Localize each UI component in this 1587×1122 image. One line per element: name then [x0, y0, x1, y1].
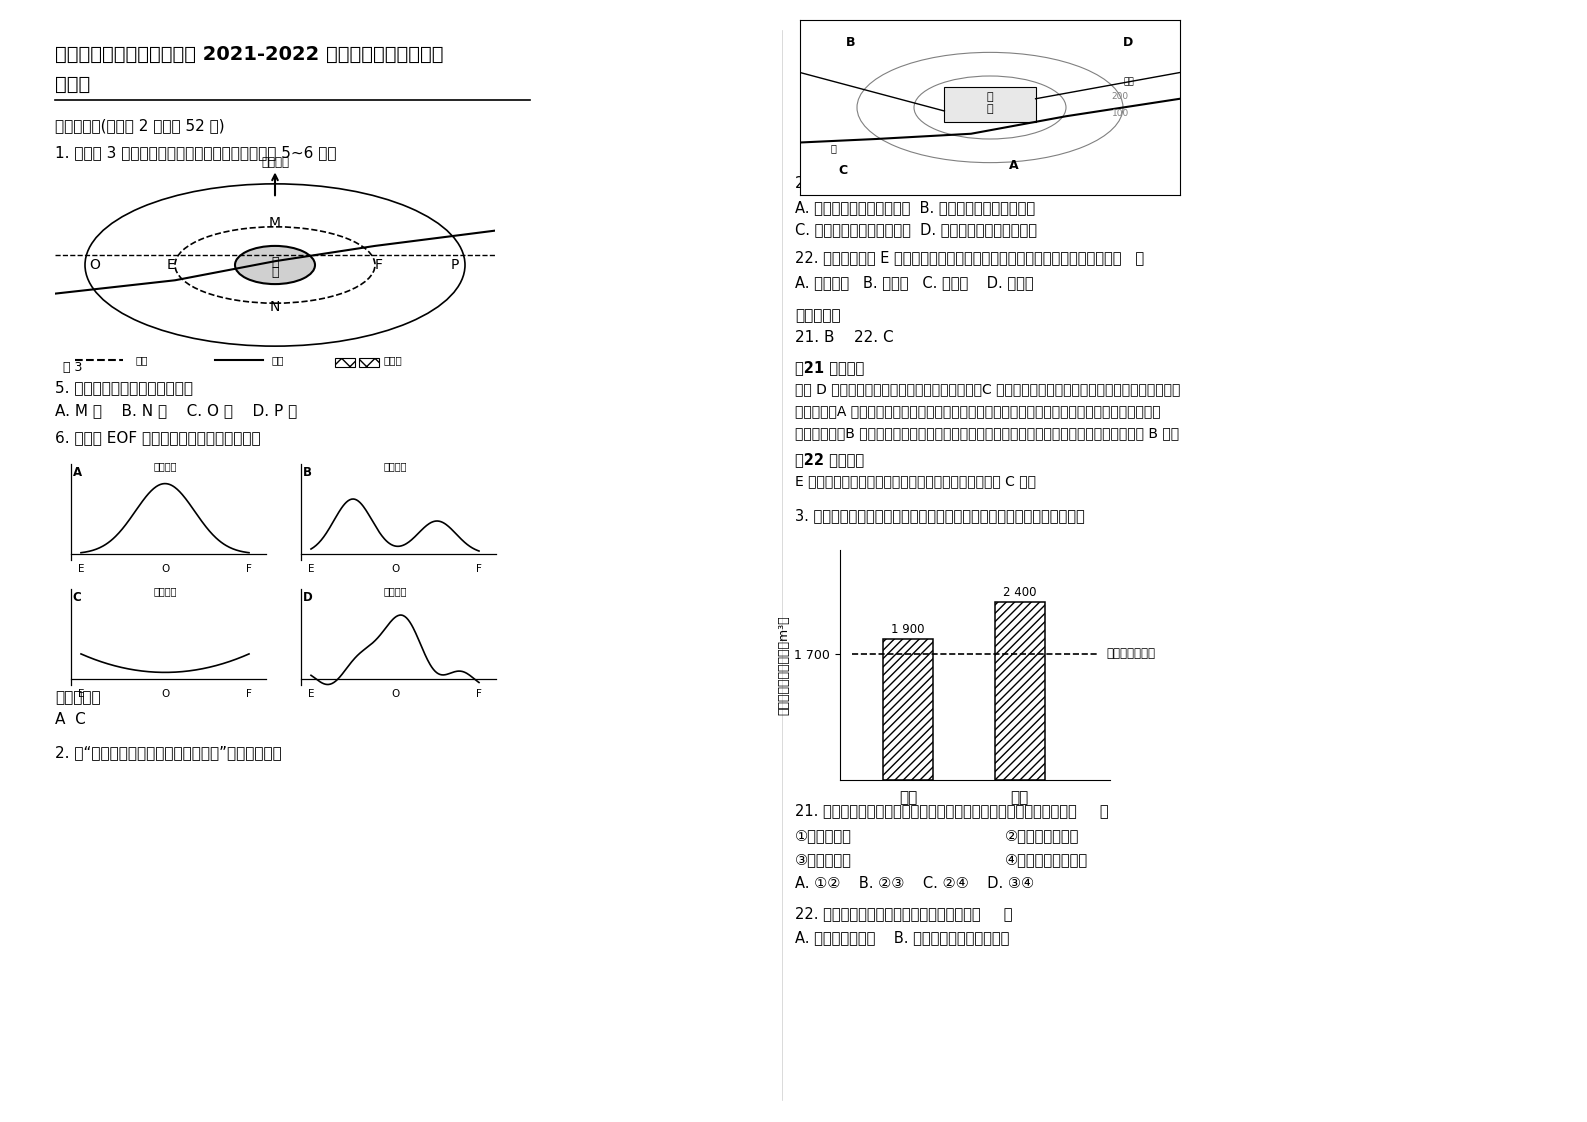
- Text: F: F: [375, 258, 382, 272]
- Text: 市: 市: [271, 266, 279, 279]
- Text: 2 400: 2 400: [1003, 586, 1036, 599]
- Text: M: M: [270, 217, 281, 230]
- Text: 3. 水资源短缺已成为浙江省可持续发展的制约因素。读图完成下面小题。: 3. 水资源短缺已成为浙江省可持续发展的制约因素。读图完成下面小题。: [795, 508, 1086, 523]
- Text: 河流: 河流: [271, 356, 284, 366]
- Text: ③降水总量少: ③降水总量少: [795, 852, 852, 867]
- Text: 铁路: 铁路: [135, 356, 148, 366]
- Text: 【22 题详解】: 【22 题详解】: [795, 452, 865, 467]
- Text: 参考答案：: 参考答案：: [795, 309, 841, 323]
- Text: 公路: 公路: [1124, 77, 1133, 86]
- Text: 100: 100: [1111, 109, 1128, 118]
- Text: A: A: [1009, 158, 1019, 172]
- Text: 图 3: 图 3: [63, 360, 83, 374]
- Text: D: D: [303, 591, 313, 604]
- Bar: [359, 358, 379, 367]
- Text: O: O: [89, 258, 100, 272]
- Text: F: F: [246, 564, 252, 573]
- Text: 含解析: 含解析: [56, 75, 90, 94]
- Text: 城: 城: [271, 256, 279, 268]
- Text: E: E: [78, 564, 84, 573]
- Text: A. 自来水厂   B. 水泥厂   C. 服装厂    D. 化工厂: A. 自来水厂 B. 水泥厂 C. 服装厂 D. 化工厂: [795, 275, 1033, 289]
- Text: D: D: [1124, 36, 1133, 49]
- Text: ④降水季节分配均匀: ④降水季节分配均匀: [1005, 852, 1089, 867]
- Text: A. 水果、乳牛、小麦、花卉  B. 花卉、乳牛、小麦、水果: A. 水果、乳牛、小麦、花卉 B. 花卉、乳牛、小麦、水果: [795, 200, 1035, 215]
- Text: 21. 在 A、B、C、D 四处发展小麦、乳牛、水果、花卉生产与字母顺序相对应的是（   ）: 21. 在 A、B、C、D 四处发展小麦、乳牛、水果、花卉生产与字母顺序相对应的…: [795, 175, 1176, 190]
- Text: C: C: [838, 164, 847, 177]
- Text: A. M 处    B. N 处    C. O 处    D. P 处: A. M 处 B. N 处 C. O 处 D. P 处: [56, 403, 297, 419]
- Text: F: F: [476, 689, 482, 699]
- Text: 城
镇: 城 镇: [987, 92, 993, 114]
- Text: 局花卉种植；B 离城市较近，便于销售，且靠近公路，交通便利，故适宜布局乳牛养殖。故选 B 项。: 局花卉种植；B 离城市较近，便于销售，且靠近公路，交通便利，故适宜布局乳牛养殖。…: [795, 426, 1179, 440]
- Circle shape: [235, 246, 314, 284]
- Text: A. ①②    B. ②③    C. ②④    D. ③④: A. ①② B. ②③ C. ②④ D. ③④: [795, 876, 1035, 891]
- Y-axis label: 人均水资源量（单位：m³）: 人均水资源量（单位：m³）: [778, 615, 790, 715]
- Text: E: E: [167, 258, 176, 272]
- Text: 【21 题详解】: 【21 题详解】: [795, 360, 865, 375]
- Text: 1. 若如图 3 所示的城市功能区分布合理。据此回答 5~6 题。: 1. 若如图 3 所示的城市功能区分布合理。据此回答 5~6 题。: [56, 145, 336, 160]
- Text: 地租水平: 地租水平: [382, 587, 406, 597]
- Text: 21. B    22. C: 21. B 22. C: [795, 330, 893, 344]
- Text: E 处位于城市内部，适宜布局基本无污染的工业，故选 C 项。: E 处位于城市内部，适宜布局基本无污染的工业，故选 C 项。: [795, 473, 1036, 488]
- Text: O: O: [390, 564, 398, 573]
- Text: A. 合理开采地下水    B. 提高工业用水重复利用率: A. 合理开采地下水 B. 提高工业用水重复利用率: [795, 930, 1009, 945]
- Text: 地租水平: 地租水平: [154, 461, 176, 471]
- Text: F: F: [476, 564, 482, 573]
- Bar: [944, 86, 1036, 121]
- Text: 参考答案：: 参考答案：: [56, 690, 100, 705]
- Text: 国际公认警戒线: 国际公认警戒线: [1106, 647, 1155, 661]
- Text: 1 900: 1 900: [892, 623, 925, 636]
- Text: C: C: [73, 591, 81, 604]
- Bar: [995, 601, 1044, 780]
- Text: 2. 读“我国东部某城镇周围农业分布图”，完成问题。: 2. 读“我国东部某城镇周围农业分布图”，完成问题。: [56, 745, 282, 760]
- Text: E: E: [308, 689, 314, 699]
- Text: 一、选择题(每小题 2 分，共 52 分): 一、选择题(每小题 2 分，共 52 分): [56, 118, 225, 134]
- Text: 6. 沿图中 EOF 线所作地租水平曲线正确的是: 6. 沿图中 EOF 线所作地租水平曲线正确的是: [56, 430, 260, 445]
- Text: A  C: A C: [56, 712, 86, 727]
- Text: 风景区: 风景区: [382, 356, 402, 366]
- Text: 22. 该城镇计划在 E 处建一座工厂，从环境角度考虑，下列工厂比较适宜的是（   ）: 22. 该城镇计划在 E 处建一座工厂，从环境角度考虑，下列工厂比较适宜的是（ …: [795, 250, 1144, 265]
- Text: E: E: [78, 689, 84, 699]
- Text: O: O: [160, 689, 170, 699]
- Text: 图示 D 位于远郊的丘陵地区，故适宜种植水果；C 处离城市较远，且面积较大，故适宜种植粮食作物: 图示 D 位于远郊的丘陵地区，故适宜种植水果；C 处离城市较远，且面积较大，故适…: [795, 381, 1181, 396]
- Text: 21. 浙江人均水资源低于全国平均水平，接近国际公认警戒线原因是（     ）: 21. 浙江人均水资源低于全国平均水平，接近国际公认警戒线原因是（ ）: [795, 803, 1109, 818]
- Text: P: P: [451, 258, 459, 272]
- Text: 河: 河: [830, 144, 836, 154]
- Text: B: B: [846, 36, 855, 49]
- Text: E: E: [308, 564, 314, 573]
- Text: F: F: [246, 689, 252, 699]
- Text: 5. 高级住宅区适宜布局在城市的: 5. 高级住宅区适宜布局在城市的: [56, 380, 194, 395]
- Text: ①人口密度大: ①人口密度大: [795, 828, 852, 843]
- Text: ②水资源污染严重: ②水资源污染严重: [1005, 828, 1079, 843]
- Text: 200: 200: [1111, 92, 1128, 101]
- Text: 地租水平: 地租水平: [382, 461, 406, 471]
- Text: 盛行风向: 盛行风向: [260, 156, 289, 169]
- Bar: [335, 358, 355, 367]
- Text: O: O: [160, 564, 170, 573]
- Text: 地租水平: 地租水平: [154, 587, 176, 597]
- Text: C. 乳牛、花卉、水果、小麦  D. 花卉、水果、小麦、乳牛: C. 乳牛、花卉、水果、小麦 D. 花卉、水果、小麦、乳牛: [795, 222, 1036, 237]
- Bar: [882, 640, 933, 780]
- Text: N: N: [270, 300, 281, 314]
- Text: O: O: [390, 689, 398, 699]
- Text: 湖南省长沙市枫木桥乡联校 2021-2022 学年高一地理模拟试卷: 湖南省长沙市枫木桥乡联校 2021-2022 学年高一地理模拟试卷: [56, 45, 443, 64]
- Text: A: A: [73, 466, 81, 479]
- Text: （小麦）；A 处离城市较近，故地价高，适宜布局单产价高的产业活动，且位于河流上游，适宜布: （小麦）；A 处离城市较近，故地价高，适宜布局单产价高的产业活动，且位于河流上游…: [795, 404, 1160, 419]
- Text: B: B: [303, 466, 311, 479]
- Text: 22. 下列关于节约水资源的措施，正确的是（     ）: 22. 下列关于节约水资源的措施，正确的是（ ）: [795, 905, 1013, 921]
